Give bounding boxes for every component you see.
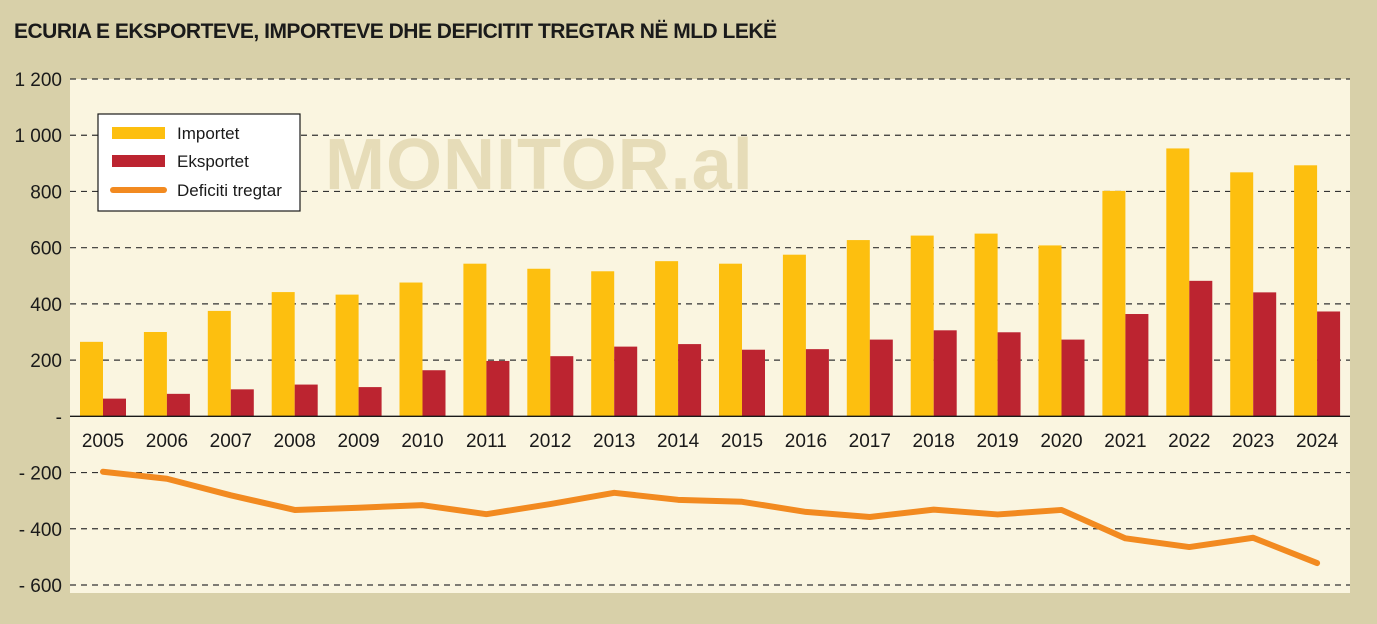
x-tick-label: 2012	[529, 431, 571, 452]
x-tick-label: 2011	[466, 431, 507, 452]
legend-swatch-importet	[112, 127, 165, 139]
x-tick-label: 2015	[721, 431, 763, 452]
bar-eksportet	[678, 344, 702, 417]
y-tick-label: 800	[30, 182, 62, 203]
y-tick-label: 1 200	[14, 70, 62, 91]
bar-importet	[846, 240, 870, 417]
bar-eksportet	[1061, 339, 1085, 417]
bar-eksportet	[550, 356, 574, 417]
bar-eksportet	[1125, 314, 1149, 417]
bar-eksportet	[614, 346, 638, 417]
legend-label: Importet	[177, 124, 240, 143]
legend: Importet Eksportet Deficiti tregtar	[97, 113, 301, 212]
bar-eksportet	[997, 332, 1021, 417]
bar-eksportet	[422, 370, 446, 417]
y-tick-label: 600	[30, 239, 62, 260]
y-tick-label: 400	[30, 295, 62, 316]
bar-eksportet	[166, 393, 190, 417]
bar-importet	[782, 254, 806, 417]
x-tick-label: 2023	[1232, 431, 1274, 452]
bar-importet	[974, 233, 998, 417]
y-tick-label: 1 000	[14, 126, 62, 147]
bar-importet	[1102, 190, 1126, 417]
bar-importet	[591, 271, 615, 417]
y-tick-label: 200	[30, 351, 62, 372]
x-tick-label: 2024	[1296, 431, 1339, 452]
bar-eksportet	[103, 398, 126, 417]
x-tick-label: 2022	[1168, 431, 1210, 452]
y-axis-ticks: 1 200 1 000 800 600 400 200 - - 200 - 400 - 600	[14, 70, 62, 597]
chart-title: ECURIA E EKSPORTEVE, IMPORTEVE DHE DEFIC…	[14, 20, 777, 43]
bar-eksportet	[1317, 311, 1341, 417]
bar-eksportet	[1189, 280, 1213, 417]
x-tick-label: 2013	[593, 431, 635, 452]
bar-eksportet	[805, 349, 829, 417]
x-tick-label: 2007	[210, 431, 252, 452]
bar-importet	[143, 332, 167, 417]
x-tick-label: 2020	[1040, 431, 1082, 452]
legend-label: Deficiti tregtar	[177, 181, 282, 200]
y-tick-label: - 600	[19, 576, 62, 597]
bar-eksportet	[294, 384, 318, 417]
bar-eksportet	[742, 349, 765, 417]
bar-importet	[271, 292, 295, 417]
x-tick-label: 2008	[274, 431, 316, 452]
x-tick-label: 2019	[976, 431, 1018, 452]
bar-importet	[335, 294, 359, 417]
bars	[80, 148, 1341, 417]
bar-importet	[463, 263, 487, 417]
legend-label: Eksportet	[177, 152, 249, 171]
x-tick-label: 2017	[849, 431, 891, 452]
bar-importet	[1230, 172, 1254, 417]
bar-eksportet	[230, 389, 254, 417]
y-tick-label: - 400	[19, 520, 62, 541]
x-tick-label: 2021	[1104, 431, 1146, 452]
bar-importet	[1166, 148, 1190, 417]
deficit-line-layer	[100, 468, 1321, 567]
bar-eksportet	[933, 330, 957, 417]
bar-importet	[1294, 165, 1318, 417]
bar-eksportet	[358, 387, 382, 417]
x-tick-label: 2005	[82, 431, 124, 452]
watermark: MONITOR.al	[325, 125, 754, 205]
deficit-line	[100, 468, 1321, 567]
bar-importet	[80, 341, 103, 417]
x-tick-label: 2010	[401, 431, 443, 452]
x-tick-label: 2016	[785, 431, 827, 452]
bar-importet	[1038, 245, 1062, 417]
x-tick-label: 2006	[146, 431, 188, 452]
bar-importet	[910, 235, 934, 417]
bar-importet	[655, 261, 679, 417]
bar-importet	[719, 263, 742, 417]
bar-eksportet	[1253, 292, 1277, 417]
x-tick-label: 2009	[337, 431, 379, 452]
y-tick-label: - 200	[19, 464, 62, 485]
x-axis-ticks: 2005 2006 2007 2008 2009 2010 2011 2012 2013 2014…	[82, 431, 1339, 452]
bar-importet	[527, 268, 551, 417]
bar-eksportet	[486, 360, 510, 417]
y-tick-label: -	[56, 407, 62, 428]
x-tick-label: 2018	[913, 431, 955, 452]
bar-eksportet	[869, 339, 893, 417]
bar-importet	[399, 282, 423, 417]
bar-importet	[207, 310, 231, 417]
x-tick-label: 2014	[657, 431, 700, 452]
legend-swatch-eksportet	[112, 155, 165, 167]
